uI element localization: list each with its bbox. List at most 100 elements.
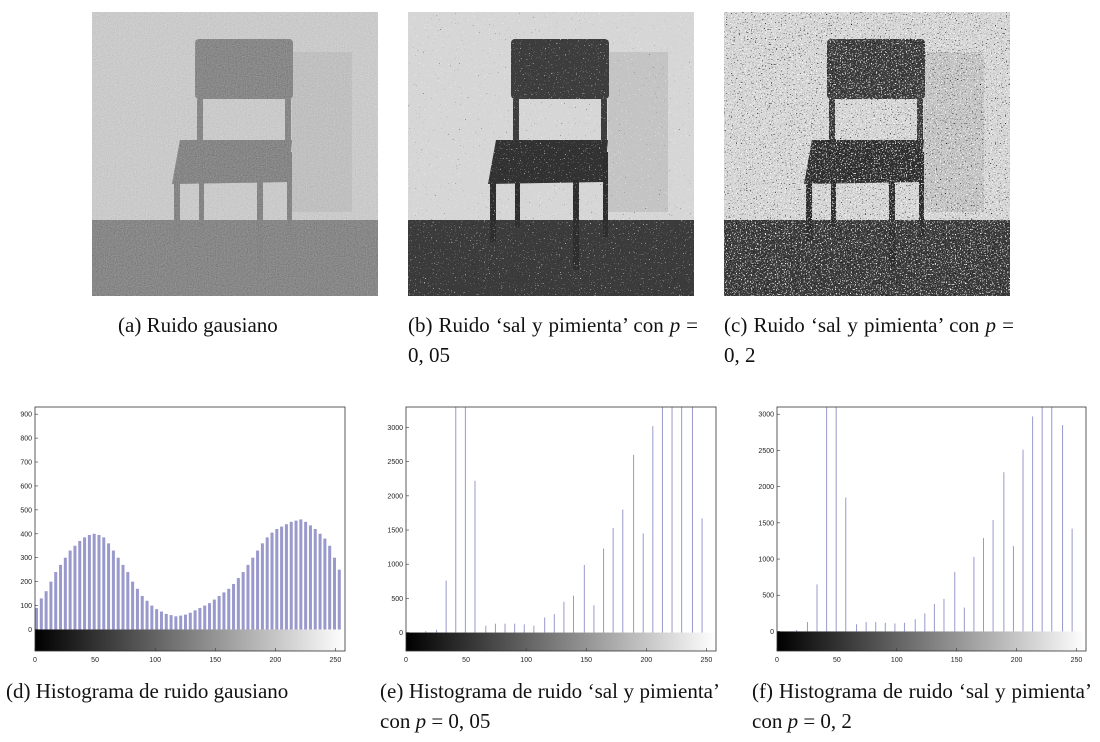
bar (903, 622, 905, 632)
bar (1041, 407, 1043, 632)
y-tick-label: 2000 (387, 493, 403, 500)
y-tick-label: 700 (20, 460, 32, 467)
y-tick-label: 600 (20, 483, 32, 490)
x-tick-label: 0 (775, 657, 779, 664)
bar (155, 609, 159, 630)
bar (246, 564, 250, 630)
bar (313, 529, 317, 630)
caption-text: Ruido ‘sal y pimienta’ con (753, 313, 980, 337)
caption-var: p (985, 313, 997, 337)
bar (691, 407, 693, 633)
bar (188, 612, 192, 630)
bar (102, 537, 106, 630)
bar (894, 623, 896, 632)
y-tick-label: 0 (770, 629, 774, 636)
bar (865, 622, 867, 632)
bar (169, 615, 173, 630)
bar (54, 572, 58, 630)
bar (514, 623, 516, 633)
axes-frame (405, 406, 717, 652)
bar (983, 538, 984, 632)
bar (193, 610, 197, 630)
caption-rest: = 0, 05 (408, 313, 699, 367)
x-tick-label: 50 (462, 657, 470, 664)
y-tick-label: 1000 (758, 557, 774, 564)
bar (1071, 528, 1073, 632)
bar (924, 613, 926, 632)
bar (164, 613, 168, 630)
x-tick-label: 200 (269, 657, 281, 664)
bar (150, 605, 154, 630)
bar (227, 588, 231, 630)
bar (63, 557, 67, 630)
bar (59, 564, 63, 630)
bar (671, 407, 673, 633)
bar (553, 614, 555, 633)
bar (494, 623, 496, 633)
bar (159, 611, 163, 630)
bar (116, 557, 120, 630)
bar (701, 518, 703, 633)
bar (816, 584, 818, 632)
bar (236, 578, 240, 630)
bar (992, 519, 994, 632)
bar (111, 550, 115, 630)
caption: (d) Histograma de ruido gausiano (6, 676, 350, 706)
bar (533, 625, 535, 633)
bar (884, 622, 886, 632)
bar (135, 588, 139, 630)
bar (622, 509, 624, 633)
y-tick-label: 0 (28, 627, 32, 634)
bar (464, 407, 466, 633)
caption-text: Histograma de ruido gausiano (35, 679, 289, 703)
bar (140, 595, 144, 630)
bar (174, 616, 178, 630)
caption-label: (e) (380, 679, 404, 703)
bar (260, 543, 264, 630)
caption-text: Histograma de ruido ‘sal y pimienta’ con (380, 679, 720, 733)
caption-rest: = 0, 05 (431, 709, 491, 733)
bar (337, 569, 341, 630)
caption: (e) Histograma de ruido ‘sal y pimienta’… (380, 676, 720, 736)
caption: (c) Ruido ‘sal y pimienta’ con p = 0, 2 (724, 310, 1014, 370)
y-tick-label: 3000 (387, 425, 403, 432)
bar (304, 521, 308, 630)
caption-label: (b) (408, 313, 433, 337)
bar (68, 550, 72, 630)
bar (943, 598, 945, 632)
bar (796, 630, 798, 632)
bar (1022, 449, 1024, 632)
bar (39, 598, 43, 630)
caption-text: Ruido gausiano (146, 313, 278, 337)
caption-label: (d) (6, 679, 31, 703)
bar (212, 599, 216, 630)
bars (35, 519, 341, 630)
bar (97, 534, 101, 630)
bar (954, 572, 956, 632)
caption-text: Ruido ‘sal y pimienta’ con (438, 313, 664, 337)
bar (973, 556, 975, 632)
y-tick-label: 400 (20, 531, 32, 538)
y-tick-label: 500 (20, 507, 32, 514)
axes-frame (34, 406, 346, 652)
x-tick-label: 150 (209, 657, 221, 664)
bar (603, 548, 605, 633)
bar (251, 557, 255, 630)
bar (593, 605, 595, 633)
x-tick-label: 150 (580, 657, 592, 664)
y-tick-label: 2000 (758, 484, 774, 491)
bar (1051, 407, 1053, 632)
gray-bar (406, 632, 716, 651)
bar (612, 527, 614, 633)
y-tick-label: 300 (20, 555, 32, 562)
bar (183, 614, 187, 630)
bar (642, 533, 644, 633)
bar (332, 557, 336, 630)
bar (78, 540, 82, 630)
bar (83, 537, 87, 630)
bar (633, 454, 635, 633)
y-tick-label: 0 (399, 630, 403, 637)
gray-bar (777, 631, 1086, 651)
